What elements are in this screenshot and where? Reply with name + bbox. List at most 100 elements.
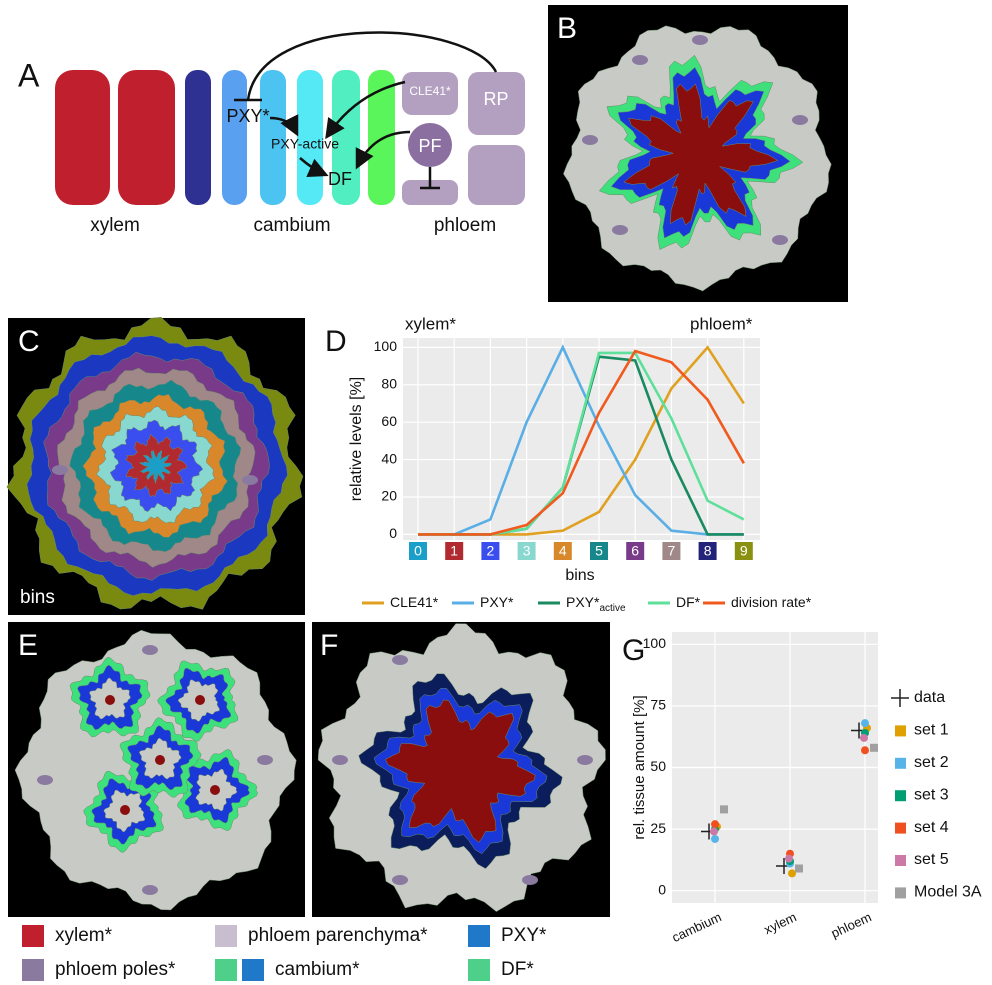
legend-label: PXY* [480,594,514,610]
legend-label: division rate* [731,594,812,610]
data-point [785,855,793,863]
legend-label: Model 3A [914,884,982,901]
data-point [861,746,869,754]
legend-label: set 1 [914,722,949,739]
legend-swatch [468,959,490,981]
y-tick-label: 100 [643,635,667,651]
legend-swatch [895,725,906,736]
panel-label: D [325,325,347,358]
data-point [711,835,719,843]
phloem-pole [242,475,258,485]
axis-label: relative levels [%] [348,377,365,502]
x-tick-label: 4 [559,543,567,559]
y-tick-label: 80 [381,375,397,391]
legend-swatch [22,959,44,981]
legend-label: set 3 [914,786,949,803]
x-tick-label: 5 [595,543,603,559]
y-tick-label: 50 [650,758,666,774]
y-tick-label: 60 [381,413,397,429]
data-point [795,865,803,873]
phloem-pole [582,135,598,145]
phloem-pole [52,465,68,475]
legend-label: DF* [676,594,701,610]
data-point [710,828,718,836]
node-label: PF [418,136,441,156]
data-point [860,734,868,742]
phloem-pole [692,35,708,45]
tissue-region [120,805,130,815]
legend-text: DF* [676,594,701,610]
legend-swatch [22,925,44,947]
data-point [720,805,728,813]
legend-text: division rate* [731,594,812,610]
phloem-pole [522,875,538,885]
legend-label: cambium* [275,959,360,980]
legend-subscript: active [599,603,626,614]
x-tick-label: 7 [668,543,676,559]
y-tick-label: 0 [658,881,666,897]
phloem-pole [577,755,593,765]
phloem-pole [332,755,348,765]
y-tick-label: 75 [650,697,666,713]
x-tick-label: 6 [631,543,639,559]
legend-label: phloem poles* [55,959,176,980]
phloem-pole [142,885,158,895]
x-tick-label: 3 [523,543,531,559]
x-tick-label: 9 [740,543,748,559]
legend-text: PXY* [480,594,514,610]
panel-label: E [18,629,38,662]
y-tick-label: 20 [381,488,397,504]
legend-swatch [895,887,906,898]
legend-label: set 5 [914,851,949,868]
legend-swatch [895,855,906,866]
panel-label: C [18,325,40,358]
node-label: CLE41* [409,84,451,98]
legend-label: DF* [501,959,534,980]
legend-label: xylem* [55,925,113,946]
y-tick-label: 100 [374,338,398,354]
x-tick-label: 8 [704,543,712,559]
phloem-pole [257,755,273,765]
legend-label: PXY*active [566,594,626,614]
tissue-region [195,695,205,705]
x-tick-label: cambium [670,909,724,945]
group-label: phloem [434,215,496,236]
group-label: cambium [253,215,330,236]
axis-label: rel. tissue amount [%] [631,695,648,839]
legend-swatch [468,925,490,947]
legend-swatch [895,823,906,834]
plot-background [403,338,760,540]
x-tick-label: xylem [762,909,799,937]
phloem-pole [392,655,408,665]
legend-text: CLE41* [390,594,439,610]
legend-swatch [891,689,909,707]
legend-swatch [215,925,237,947]
panel-label: A [18,57,40,93]
x-tick-label: 1 [450,543,458,559]
y-tick-label: 40 [381,450,397,466]
phloem-pole [392,875,408,885]
legend-swatch [895,758,906,769]
panel-a-cells [55,33,525,205]
legend-label: phloem parenchyma* [248,925,428,946]
legend-label: PXY* [501,925,547,946]
node-label: PXY-active [271,136,339,152]
legend-swatch [242,959,264,981]
y-tick-label: 0 [389,525,397,541]
data-point [711,820,719,828]
x-tick-label: 0 [414,543,422,559]
x-tick-label: phloem [829,909,874,941]
legend-label: CLE41* [390,594,439,610]
tissue-region [155,755,165,765]
tissue-region [210,785,220,795]
tissue-region [105,695,115,705]
panel-label: F [320,629,338,662]
panel-label: B [557,12,577,45]
figure: A xylem cambium phloem CLE41* RP PXY* PX… [0,0,992,985]
data-point [788,869,796,877]
data-point [870,744,878,752]
page: A xylem cambium phloem CLE41* RP PXY* PX… [0,0,992,985]
y-tick-label: 25 [650,820,666,836]
legend-label: data [914,689,945,706]
group-label: xylem [90,215,140,236]
